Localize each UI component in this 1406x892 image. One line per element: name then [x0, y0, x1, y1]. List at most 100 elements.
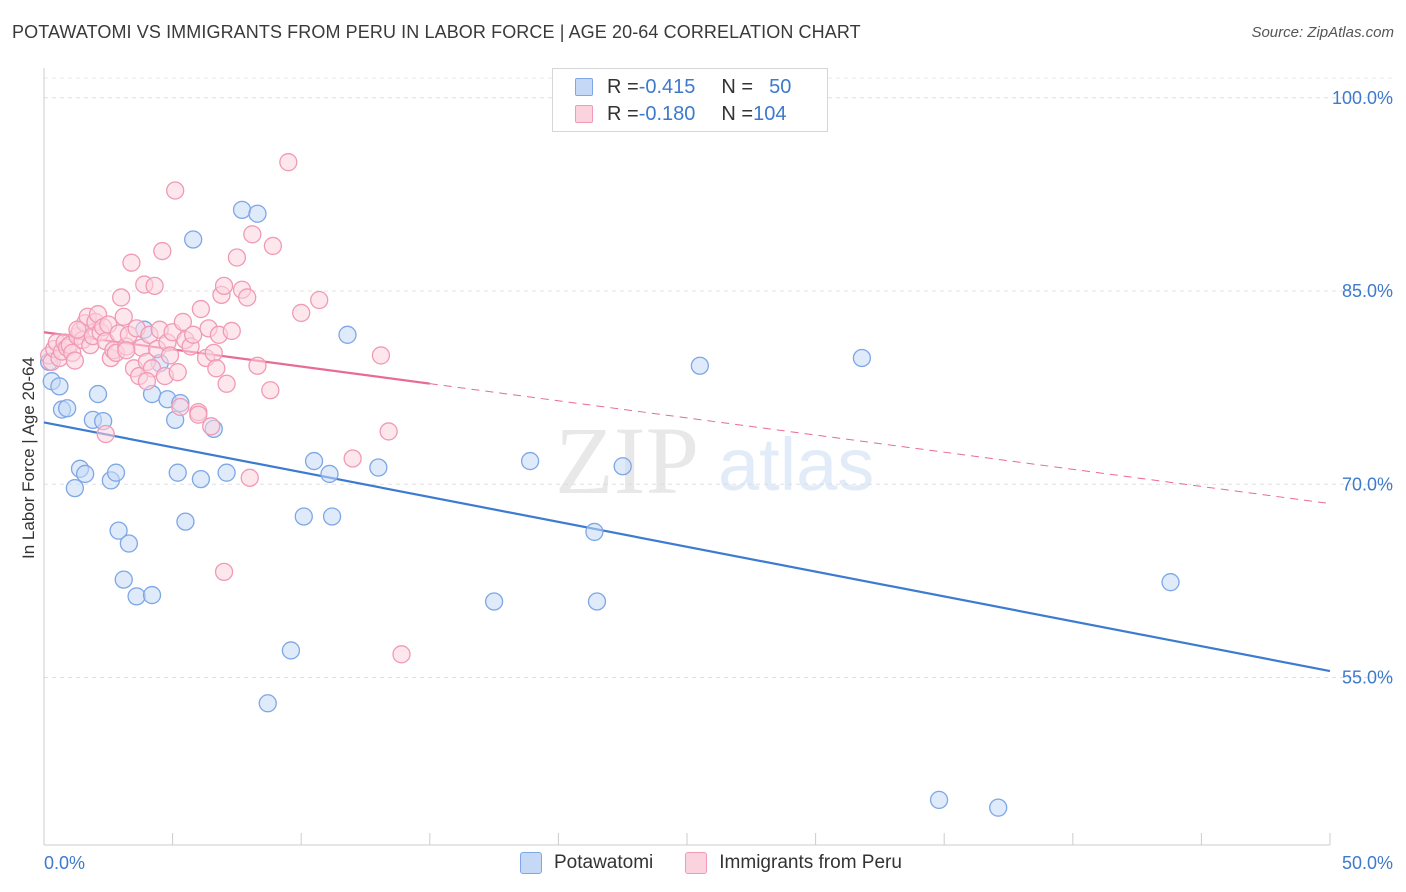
data-point — [122, 253, 141, 272]
data-point — [184, 230, 203, 249]
data-point — [369, 458, 388, 477]
data-point — [310, 290, 329, 310]
data-point — [137, 372, 157, 391]
data-point — [240, 468, 259, 487]
series-1-points — [39, 153, 411, 664]
data-point — [207, 359, 226, 378]
data-point — [166, 181, 185, 200]
x-tick-label: 0.0% — [44, 853, 85, 873]
legend-r-label: R = — [607, 75, 639, 98]
legend-n-value: 104 — [753, 102, 787, 125]
chart-title: POTAWATOMI VS IMMIGRANTS FROM PERU IN LA… — [12, 22, 861, 42]
data-point — [217, 463, 236, 482]
data-point — [68, 320, 87, 339]
data-point — [76, 464, 95, 484]
chart-source: Source: ZipAtlas.com — [1251, 24, 1394, 41]
grid-lines — [44, 77, 1395, 679]
data-point — [281, 641, 301, 660]
data-point — [343, 449, 362, 468]
data-point — [217, 374, 236, 393]
data-point — [50, 377, 69, 396]
data-point — [145, 276, 164, 296]
data-point — [184, 325, 203, 344]
legend-n-label: N = — [721, 102, 754, 125]
data-point — [248, 356, 267, 375]
bottom-legend-swatch-peru — [685, 852, 708, 874]
data-point — [304, 451, 324, 471]
data-point — [585, 522, 604, 542]
watermark-atlas: atlas — [718, 423, 874, 506]
data-point — [65, 351, 85, 370]
legend-r-label: R = — [607, 102, 639, 125]
data-point — [294, 507, 313, 526]
data-point — [214, 276, 234, 296]
data-point — [160, 346, 180, 365]
data-point — [119, 534, 139, 553]
data-point — [320, 464, 339, 484]
data-point — [322, 507, 342, 526]
data-point — [261, 381, 280, 400]
bottom-legend-peru: Immigrants from Peru — [685, 852, 902, 874]
data-point — [371, 346, 391, 365]
data-point — [520, 451, 540, 471]
data-point — [168, 363, 187, 382]
data-point — [171, 397, 190, 417]
data-point — [227, 248, 247, 267]
legend-row-peru: R = -0.180 N = 104 — [575, 101, 786, 127]
legend-r-value: -0.415 — [638, 75, 696, 98]
data-point — [279, 153, 298, 172]
y-tick-label: 100.0% — [1332, 88, 1393, 108]
legend-swatch-peru — [575, 105, 593, 123]
legend-n-value: 50 — [769, 75, 792, 98]
data-point — [114, 307, 133, 326]
data-point — [989, 798, 1008, 817]
axes — [43, 68, 1331, 846]
bottom-legend-potawatomi: Potawatomi — [520, 852, 653, 874]
data-point — [929, 790, 949, 810]
legend-row-potawatomi: R = -0.415 N = 50 — [575, 74, 791, 100]
data-point — [238, 288, 257, 307]
data-point — [214, 562, 234, 582]
data-point — [88, 384, 108, 404]
y-tick-label: 55.0% — [1342, 668, 1393, 688]
data-point — [852, 348, 872, 368]
data-point — [587, 592, 607, 611]
data-point — [248, 204, 267, 223]
data-point — [191, 469, 211, 489]
trend-line-dashed — [429, 383, 1331, 505]
data-point — [153, 241, 172, 261]
watermark: ZIP atlas — [555, 407, 874, 514]
data-point — [112, 288, 131, 307]
data-point — [690, 356, 710, 375]
data-points — [39, 153, 1180, 817]
legend-r-value: -0.180 — [638, 102, 696, 125]
data-point — [222, 321, 241, 341]
data-point — [379, 422, 398, 441]
bottom-legend-label: Immigrants from Peru — [719, 852, 902, 873]
legend-swatch-potawatomi — [575, 78, 593, 96]
legend-n-label: N = — [721, 75, 754, 98]
data-point — [191, 299, 211, 319]
data-point — [109, 521, 128, 540]
data-point — [189, 405, 208, 424]
data-point — [117, 341, 136, 360]
tick-labels: 100.0% 85.0% 70.0% 55.0% 0.0% 50.0% — [44, 88, 1393, 873]
bottom-legend: Potawatomi Immigrants from Peru — [520, 852, 934, 874]
bottom-legend-swatch-potawatomi — [520, 852, 542, 874]
legend: R = -0.415 N = 50 R = -0.180 N = 104 — [552, 68, 828, 132]
data-point — [258, 694, 277, 713]
data-point — [204, 343, 223, 363]
data-point — [176, 512, 195, 531]
data-point — [106, 463, 126, 482]
bottom-legend-label: Potawatomi — [554, 852, 654, 873]
data-point — [613, 457, 632, 476]
trend-line-solid — [43, 421, 1331, 673]
data-point — [173, 312, 193, 332]
data-point — [127, 587, 146, 606]
data-point — [96, 424, 115, 444]
x-tick-label: 50.0% — [1342, 853, 1393, 873]
data-point — [114, 570, 133, 589]
data-point — [292, 303, 311, 323]
data-point — [168, 463, 187, 482]
